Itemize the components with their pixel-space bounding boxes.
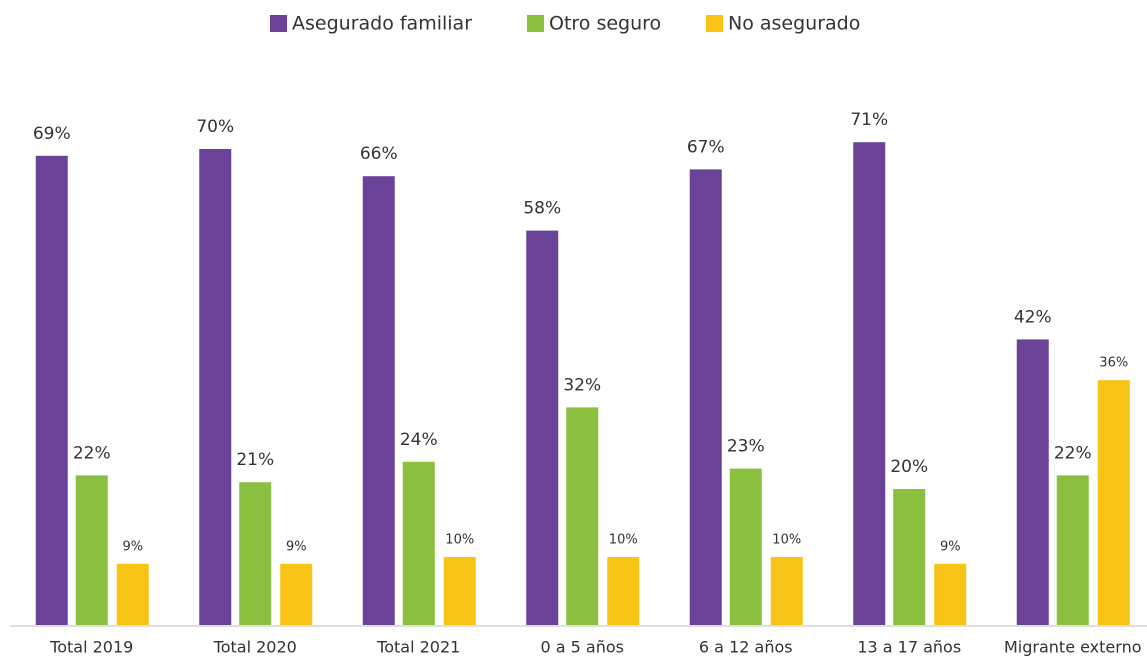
- value-label: 10%: [609, 533, 638, 548]
- bar: [729, 468, 762, 625]
- value-label: 23%: [727, 437, 765, 457]
- value-label: 66%: [360, 144, 398, 164]
- bar: [280, 563, 313, 625]
- value-label: 9%: [122, 539, 143, 554]
- value-label: 22%: [73, 443, 111, 463]
- legend-label: Asegurado familiar: [292, 13, 472, 35]
- bar: [893, 489, 926, 625]
- bar: [526, 230, 559, 625]
- value-label: 69%: [33, 124, 71, 144]
- x-tick-label: Total 2020: [213, 638, 297, 657]
- value-label: 36%: [1099, 356, 1128, 371]
- legend-swatch: [270, 15, 287, 32]
- value-label: 9%: [286, 539, 307, 554]
- bar: [199, 149, 232, 625]
- legend-swatch: [527, 15, 544, 32]
- value-label: 22%: [1054, 443, 1092, 463]
- x-tick-label: 6 a 12 años: [699, 638, 793, 657]
- value-label: 67%: [687, 137, 725, 157]
- value-label: 20%: [890, 457, 928, 477]
- value-label: 21%: [236, 450, 274, 470]
- value-label: 70%: [196, 117, 234, 137]
- x-tick-label: 13 a 17 años: [857, 638, 961, 657]
- x-tick-label: Migrante externo: [1004, 638, 1142, 657]
- bar: [1016, 339, 1049, 625]
- bar: [934, 563, 967, 625]
- x-tick-label: 0 a 5 años: [541, 638, 625, 657]
- bar: [75, 475, 108, 625]
- value-label: 71%: [850, 110, 888, 130]
- value-label: 32%: [563, 375, 601, 395]
- value-label: 10%: [772, 533, 801, 548]
- bar: [1056, 475, 1089, 625]
- bar: [362, 176, 395, 625]
- bar: [443, 557, 476, 625]
- bar: [853, 142, 886, 625]
- value-label: 24%: [400, 430, 438, 450]
- value-label: 58%: [523, 199, 561, 219]
- bar: [35, 155, 68, 626]
- legend-label: No asegurado: [728, 13, 860, 35]
- value-label: 9%: [940, 539, 961, 554]
- bar: [607, 557, 640, 625]
- value-label: 42%: [1014, 307, 1052, 327]
- bar: [239, 482, 272, 625]
- legend-swatch: [706, 15, 723, 32]
- bar: [770, 557, 803, 625]
- bar: [116, 563, 149, 625]
- bar: [1097, 380, 1130, 625]
- x-tick-label: Total 2021: [376, 638, 460, 657]
- x-tick-label: Total 2019: [49, 638, 133, 657]
- bar: [566, 407, 599, 625]
- value-label: 10%: [445, 533, 474, 548]
- bar: [689, 169, 722, 625]
- bar: [402, 461, 435, 625]
- legend-label: Otro seguro: [549, 13, 661, 35]
